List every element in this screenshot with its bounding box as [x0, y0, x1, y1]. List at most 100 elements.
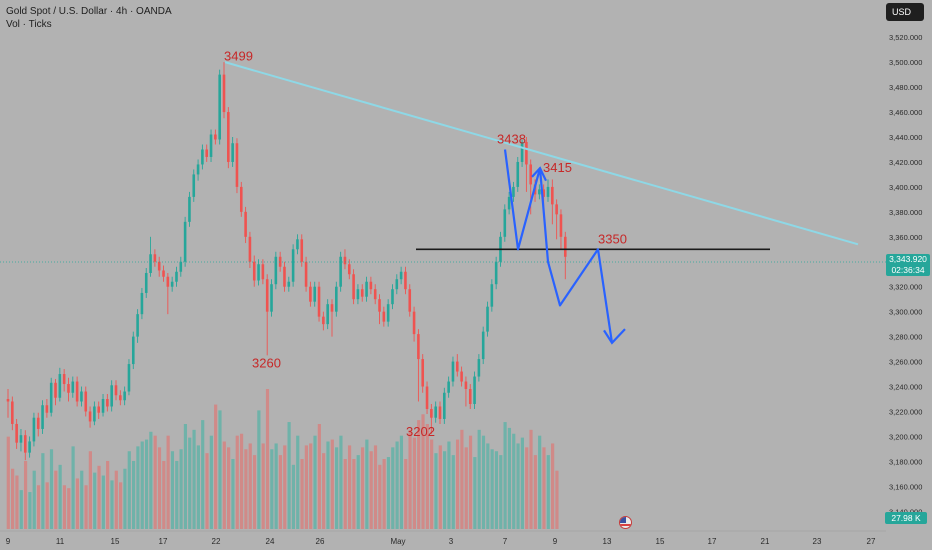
- candle-body: [67, 384, 70, 393]
- volume-bar: [451, 455, 455, 529]
- current-price-value: 3,343.920: [889, 254, 927, 264]
- volume-bar: [391, 447, 395, 529]
- volume-bar: [136, 446, 140, 529]
- price-tick-label: 3,500.000: [889, 58, 922, 67]
- volume-bar: [317, 424, 321, 529]
- candle-body: [399, 271, 403, 280]
- candle-body: [417, 334, 420, 360]
- candle-body: [136, 314, 139, 337]
- volume-bar: [23, 460, 28, 529]
- volume-bar: [330, 439, 334, 529]
- candle-body: [291, 249, 295, 282]
- volume-bar: [412, 437, 416, 529]
- us-flag-icon[interactable]: [619, 516, 632, 529]
- time-tick-label: 9: [6, 537, 11, 546]
- candle-body: [144, 272, 148, 293]
- volume-bar: [434, 453, 438, 529]
- volume-bar: [239, 433, 244, 529]
- volume-value-tag: 27.98 K: [885, 512, 927, 524]
- volume-bar: [283, 445, 287, 529]
- volume-bar: [183, 424, 188, 529]
- candle-body: [114, 385, 118, 396]
- volume-bar: [477, 429, 481, 529]
- time-tick-label: 7: [503, 537, 508, 546]
- volume-bar: [443, 451, 447, 529]
- volume-bar: [45, 482, 49, 529]
- candle-body: [503, 209, 507, 237]
- volume-bar: [123, 468, 127, 529]
- time-tick-label: 17: [159, 537, 168, 546]
- volume-bar: [201, 420, 205, 529]
- candle-body: [205, 149, 209, 157]
- volume-bar: [278, 455, 283, 529]
- candle-body: [490, 284, 494, 307]
- volume-bar: [399, 435, 404, 529]
- price-annotation: 3415: [543, 160, 572, 175]
- volume-bar: [291, 464, 296, 529]
- candle-body: [559, 214, 563, 237]
- candle-body: [477, 359, 481, 377]
- candle-body: [131, 336, 135, 365]
- candle-body: [88, 411, 92, 422]
- volume-bar: [296, 435, 300, 529]
- candle-body: [62, 374, 66, 385]
- candle-body: [555, 204, 558, 215]
- volume-bar: [110, 480, 114, 529]
- volume-bar: [438, 445, 442, 529]
- candle-body: [196, 164, 200, 175]
- candle-body: [438, 406, 442, 419]
- candle-body: [140, 292, 144, 315]
- candle-body: [166, 276, 170, 287]
- volume-bar: [507, 427, 512, 529]
- volume-bar: [106, 460, 110, 529]
- volume-bar: [551, 443, 555, 529]
- volume-bar: [473, 457, 477, 529]
- candle-body: [188, 196, 191, 222]
- volume-bar: [447, 441, 451, 529]
- candle-body: [71, 381, 75, 393]
- candle-body: [512, 186, 515, 197]
- volume-bar: [244, 449, 248, 529]
- candle-body: [41, 405, 44, 429]
- candle-body: [520, 141, 524, 162]
- projection-arrow-path[interactable]: [503, 149, 614, 344]
- price-annotation: 3438: [497, 131, 526, 146]
- time-tick-label: 3: [449, 537, 454, 546]
- candle-body: [507, 196, 511, 210]
- volume-indicator-label[interactable]: Vol · Ticks: [6, 19, 52, 30]
- descending-trendline[interactable]: [224, 61, 859, 246]
- volume-bar: [222, 441, 226, 529]
- volume-bar: [265, 389, 270, 529]
- volume-bar: [343, 459, 347, 529]
- volume-bar: [144, 439, 149, 529]
- volume-bar: [356, 455, 360, 529]
- volume-bar: [313, 435, 317, 529]
- candle-body: [265, 279, 269, 312]
- projection-arrowhead-up: [531, 166, 547, 182]
- time-axis[interactable]: 9 11 15 17 22 24 26 May 3 7 9 13 15 17 21 23 27: [0, 530, 886, 546]
- candle-body: [382, 311, 386, 322]
- candle-body: [563, 236, 567, 257]
- volume-bar: [209, 435, 213, 529]
- time-tick-label: 23: [813, 537, 822, 546]
- volume-bar: [490, 449, 494, 529]
- candle-body: [468, 389, 472, 404]
- candle-body: [443, 392, 446, 419]
- candle-body: [300, 239, 304, 262]
- currency-button[interactable]: USD: [886, 3, 924, 21]
- price-tick-label: 3,320.000: [889, 283, 922, 292]
- price-tick-label: 3,480.000: [889, 83, 922, 92]
- volume-bar: [304, 445, 308, 529]
- volume-layer: [6, 389, 559, 529]
- volume-bar: [408, 429, 412, 529]
- candle-body: [261, 264, 265, 280]
- price-tick-label: 3,140.000: [889, 507, 922, 516]
- candle-body: [317, 286, 321, 317]
- time-tick-label: May: [390, 537, 405, 546]
- candle-body: [49, 382, 53, 413]
- price-tick-label: 3,180.000: [889, 457, 922, 466]
- candle-body: [386, 304, 390, 322]
- candle-body: [296, 239, 299, 250]
- volume-bar: [32, 470, 36, 529]
